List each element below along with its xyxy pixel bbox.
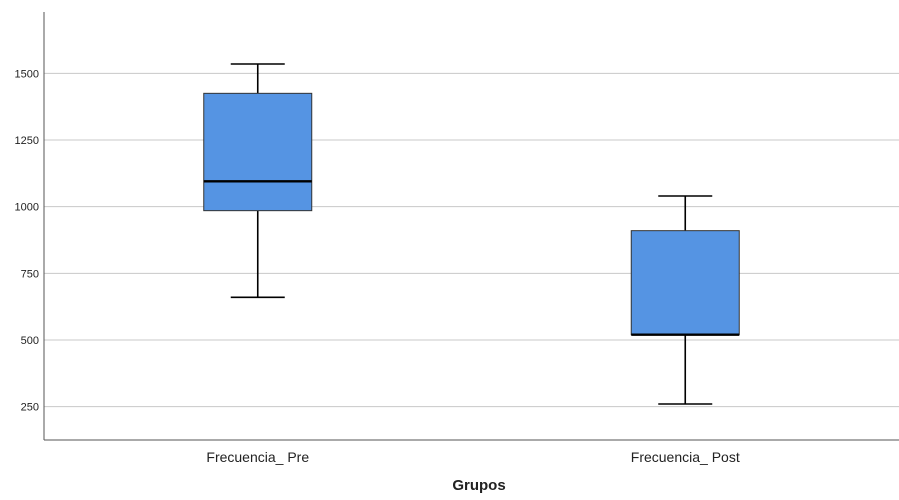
- box-group: [203, 63, 313, 299]
- y-tick-label: 750: [21, 268, 39, 280]
- axes: [43, 12, 899, 441]
- x-tick-label: Frecuencia_ Pre: [206, 449, 309, 465]
- gridlines: [44, 72, 899, 408]
- y-tick-label: 1250: [15, 135, 39, 147]
- y-tick-label: 250: [21, 402, 39, 414]
- iqr-box: [203, 92, 313, 212]
- y-tick-label: 500: [21, 335, 39, 347]
- y-tick-label: 1000: [15, 202, 39, 214]
- x-tick-label: Frecuencia_ Post: [631, 449, 740, 465]
- iqr-box: [630, 230, 740, 336]
- boxes: [203, 63, 740, 405]
- labels: Grupos 250 500 750 1000 1250 1500 Frecuencia_ …: [15, 68, 740, 494]
- x-axis-title: Grupos: [452, 477, 505, 494]
- y-tick-label: 1500: [15, 68, 39, 80]
- box-group: [630, 195, 740, 405]
